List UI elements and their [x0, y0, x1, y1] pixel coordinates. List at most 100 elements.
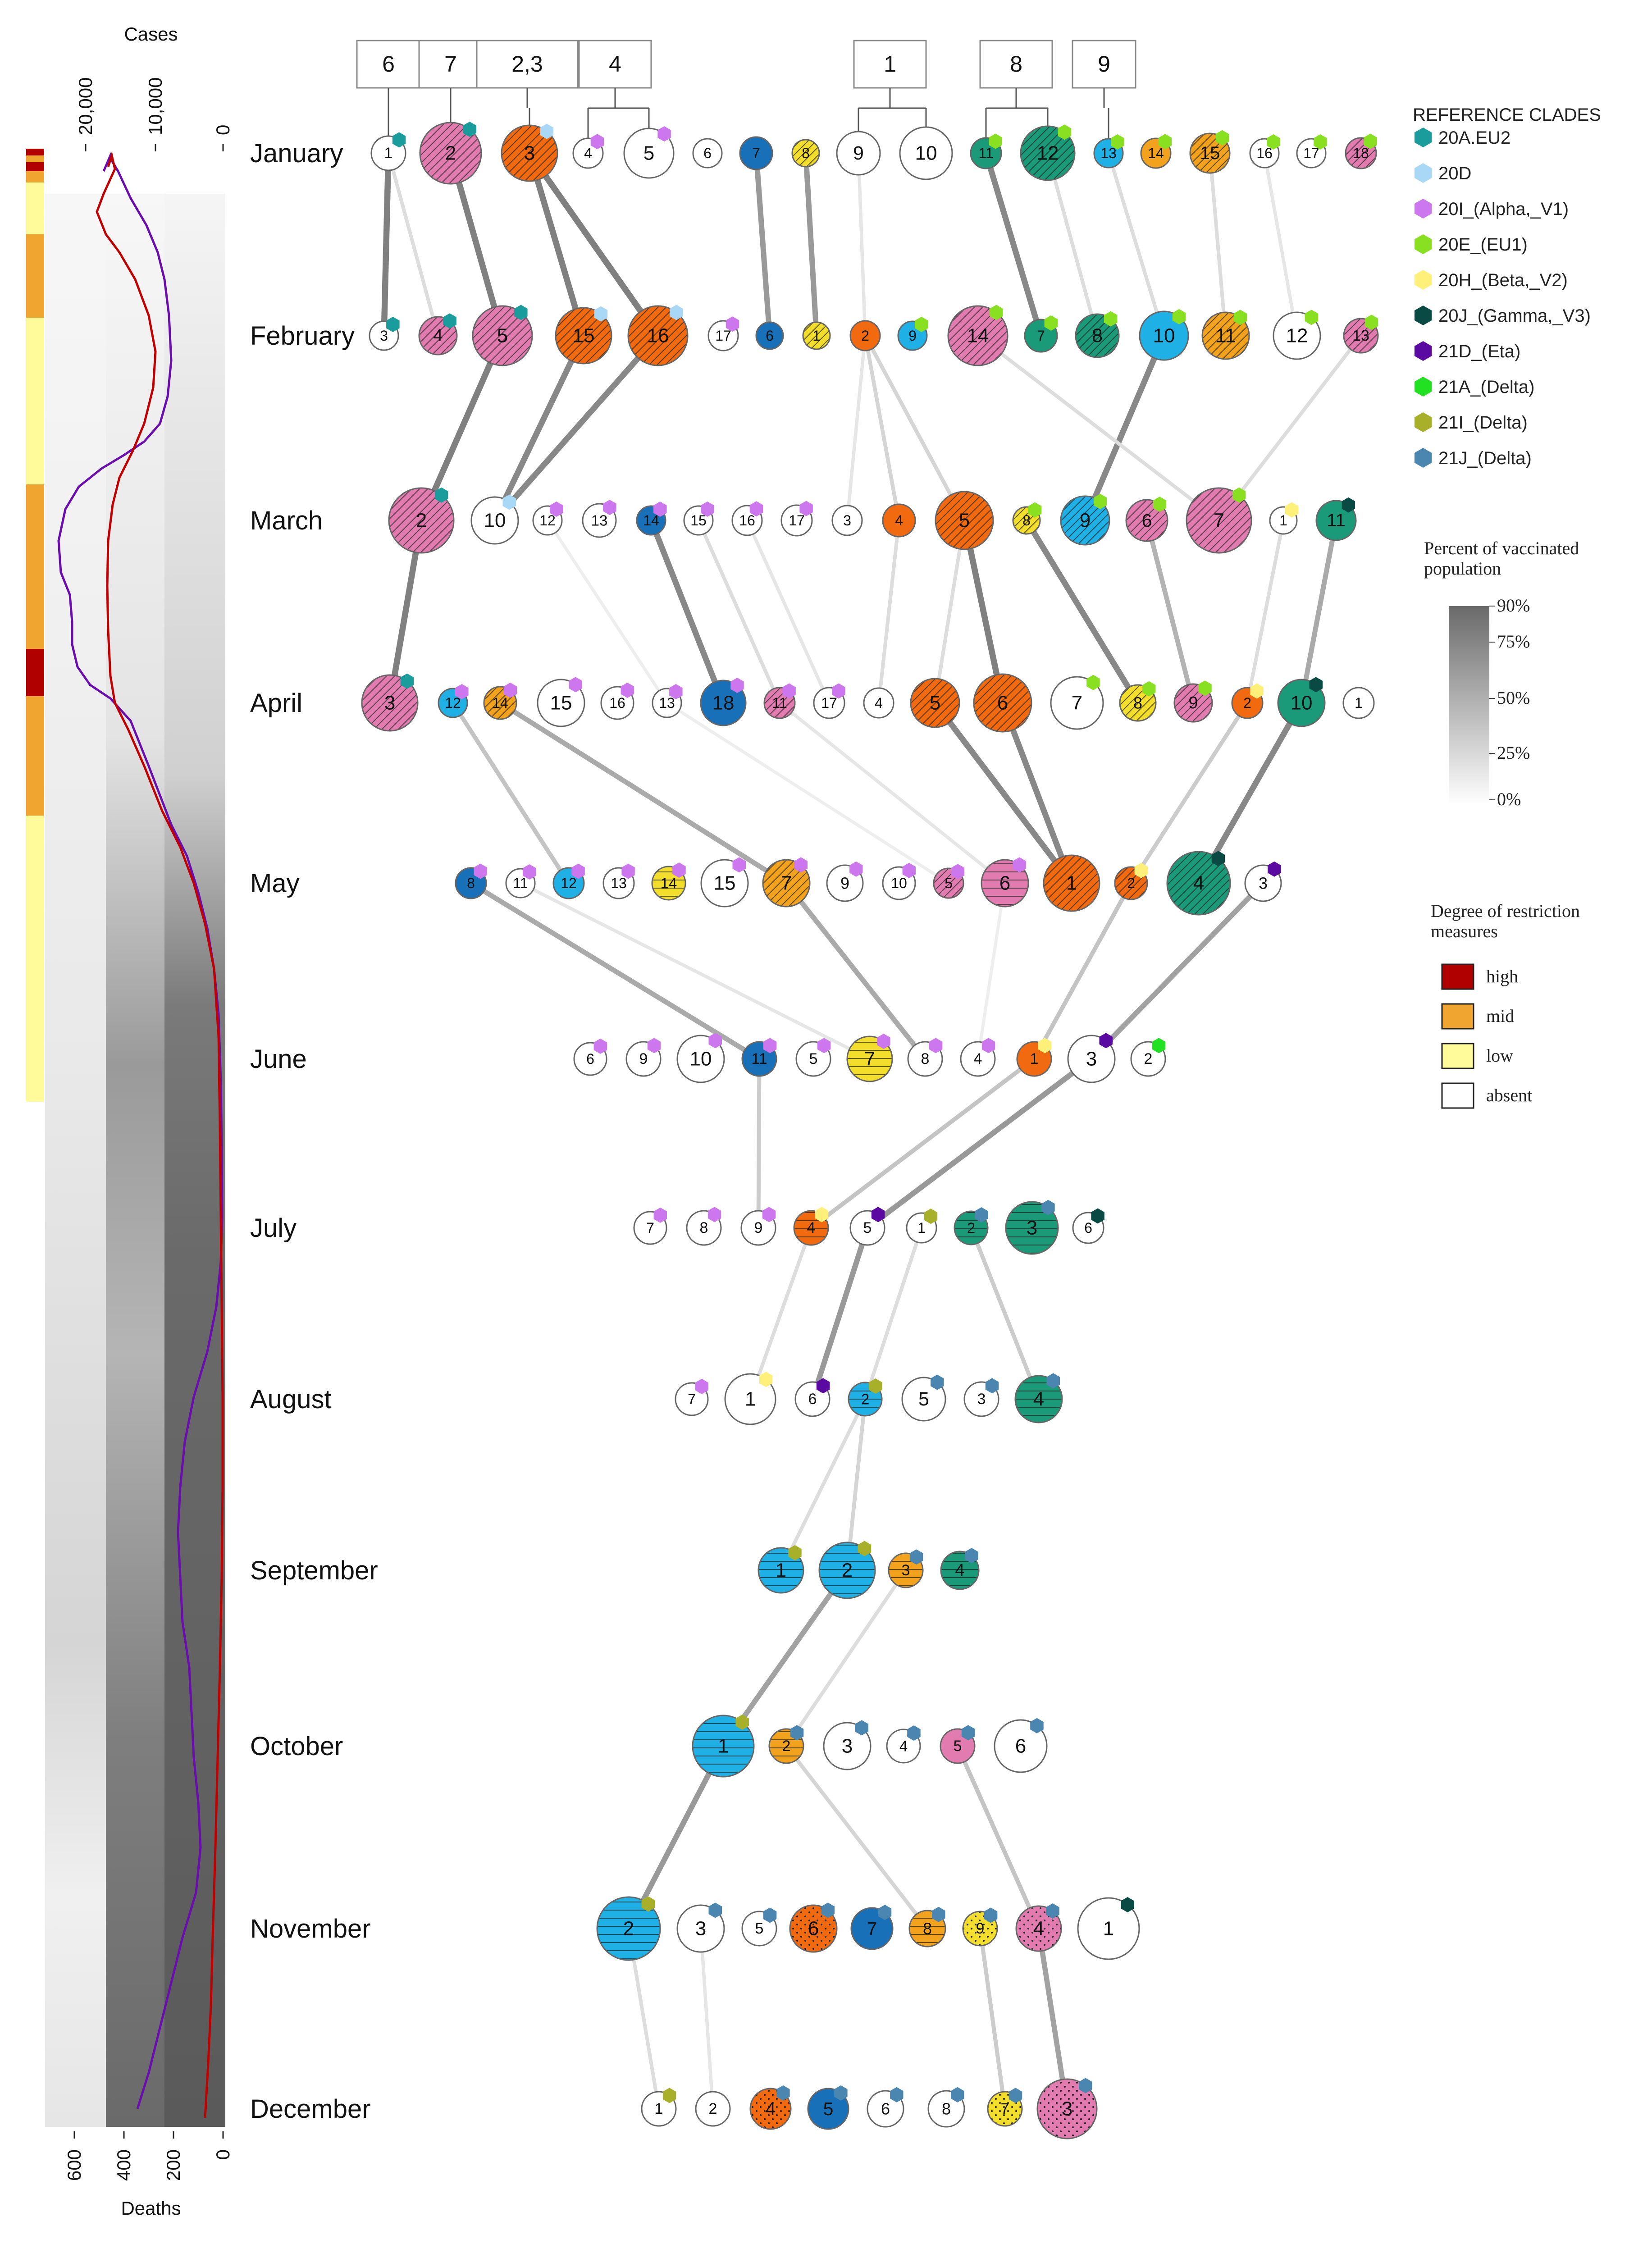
cluster-node-oct6: 6: [994, 1718, 1048, 1773]
cluster-label: 11: [772, 695, 787, 711]
clade-marker-hexagon: [708, 1902, 722, 1918]
cluster-label: 15: [690, 512, 707, 529]
clade-legend-hexagon: [1414, 128, 1432, 147]
group-box: [356, 40, 421, 89]
edge-apr5-may1: [932, 701, 1074, 885]
cluster-circle: [1020, 125, 1076, 181]
edge-jan9-feb2: [857, 153, 867, 336]
clade-legend-hexagon: [1414, 199, 1432, 219]
cluster-circle: [1015, 1905, 1062, 1952]
cluster-node-apr7: 7: [1050, 675, 1104, 730]
clade-marker-hexagon: [1104, 311, 1118, 327]
cluster-node-oct1: 1: [692, 1715, 755, 1778]
clade-marker-hexagon: [503, 682, 517, 698]
clade-marker-hexagon: [1267, 134, 1280, 150]
cluster-node-jan9: 9: [836, 131, 881, 176]
cluster-node-nov9: 9: [962, 1907, 998, 1947]
cluster-node-aug2: 2: [848, 1378, 883, 1417]
cluster-label: 9: [840, 874, 849, 893]
clade-marker-hexagon: [1309, 677, 1323, 693]
cluster-node-jun4: 4: [960, 1038, 996, 1077]
cluster-node-feb16: 16: [627, 305, 689, 366]
cluster-node-feb3: 3: [369, 317, 400, 351]
cluster-circle: [947, 305, 1009, 366]
cluster-nodes: 1 2 3 4 5 6 7 8 9 10 11 12 13 14 15 16 17 183 4 5 15 16 17 6 1 2 9…: [361, 122, 1379, 2139]
cluster-node-jun10: 10: [676, 1033, 725, 1083]
clade-marker-hexagon: [695, 1378, 708, 1394]
edge-mar6-apr9: [1144, 520, 1196, 704]
cluster-node-mar13: 13: [582, 500, 617, 538]
restriction-legend-title: measures: [1431, 921, 1498, 941]
cluster-label: 4: [875, 695, 883, 711]
clade-marker-hexagon: [514, 305, 528, 320]
clade-marker-hexagon: [858, 1541, 872, 1556]
cluster-label: 1: [745, 1388, 756, 1410]
cluster-label: 6: [1142, 510, 1152, 531]
cluster-node-may14: 14: [651, 862, 686, 901]
month-label-september: September: [250, 1556, 378, 1585]
cluster-node-mar17: 17: [780, 501, 813, 537]
cluster-label: 2: [623, 1918, 634, 1940]
cluster-circle: [863, 687, 894, 719]
cluster-label: 3: [843, 512, 851, 529]
clade-legend-label: 20E_(EU1): [1438, 235, 1528, 255]
month-label-may: May: [250, 869, 300, 898]
cluster-node-jul8: 8: [686, 1207, 722, 1246]
cluster-node-sep3: 3: [888, 1549, 924, 1588]
cluster-label: 7: [1001, 2100, 1009, 2117]
cluster-label: 2: [842, 1560, 853, 1582]
cluster-node-apr15: 15: [537, 677, 585, 727]
cluster-node-nov3: 3: [676, 1902, 725, 1953]
cluster-node-jun7: 7: [846, 1034, 893, 1082]
cluster-label: 4: [766, 2098, 776, 2119]
cluster-circle: [692, 1715, 755, 1778]
cluster-node-jan17: 17: [1296, 134, 1327, 169]
cluster-circle: [596, 1896, 661, 1961]
cluster-node-jul9: 9: [740, 1207, 776, 1246]
cluster-label: 5: [945, 875, 953, 891]
cluster-node-aug7: 7: [675, 1378, 709, 1416]
cluster-node-feb11: 11: [1201, 310, 1250, 360]
clade-marker-hexagon: [1285, 502, 1299, 518]
edge-aug2-sep2: [845, 1399, 867, 1571]
edge-jan8-feb1: [803, 153, 819, 336]
edge-mar11-apr10: [1299, 520, 1339, 704]
edge-jul5-aug6: [810, 1227, 870, 1400]
edge-apr11-may6: [778, 702, 1006, 885]
clade-marker-hexagon: [869, 1378, 882, 1394]
clade-marker-hexagon: [593, 1038, 607, 1054]
cluster-node-aug4: 4: [1014, 1373, 1063, 1423]
cluster-node-jan7: 7: [739, 136, 773, 170]
clade-marker-hexagon: [1198, 680, 1212, 696]
cluster-label: 9: [754, 1219, 763, 1236]
clade-marker-hexagon: [1009, 2088, 1022, 2103]
cluster-circle: [935, 491, 994, 550]
cluster-circle: [818, 1542, 876, 1599]
cluster-label: 3: [1259, 874, 1268, 893]
clade-marker-hexagon: [929, 1038, 943, 1054]
cluster-label: 8: [802, 145, 810, 161]
cluster-label: 3: [380, 328, 388, 344]
clade-marker-hexagon: [569, 677, 582, 693]
cluster-node-jun3: 3: [1067, 1033, 1116, 1083]
clade-marker-hexagon: [621, 863, 635, 879]
edge-jan3-feb16: [527, 151, 661, 338]
cluster-circle: [882, 503, 916, 538]
cluster-node-jun9: 9: [625, 1038, 662, 1077]
edge-apr6-may1: [999, 702, 1075, 885]
clade-legend-label: 20H_(Beta,_V2): [1438, 270, 1568, 290]
month-label-october: October: [250, 1732, 343, 1761]
cluster-label: 16: [609, 695, 625, 711]
edge-jan7-feb6: [753, 153, 772, 336]
cluster-label: 2: [709, 2100, 717, 2117]
clade-marker-hexagon: [965, 1548, 978, 1564]
cluster-node-nov2: 2: [596, 1896, 661, 1961]
cluster-circle: [1277, 679, 1326, 727]
clade-marker-hexagon: [730, 678, 744, 693]
clade-marker-hexagon: [759, 1372, 773, 1387]
cluster-node-jun1: 1: [1016, 1038, 1052, 1077]
clade-marker-hexagon: [1086, 675, 1100, 690]
cluster-label: 17: [821, 695, 837, 711]
cluster-label: 3: [842, 1735, 853, 1757]
